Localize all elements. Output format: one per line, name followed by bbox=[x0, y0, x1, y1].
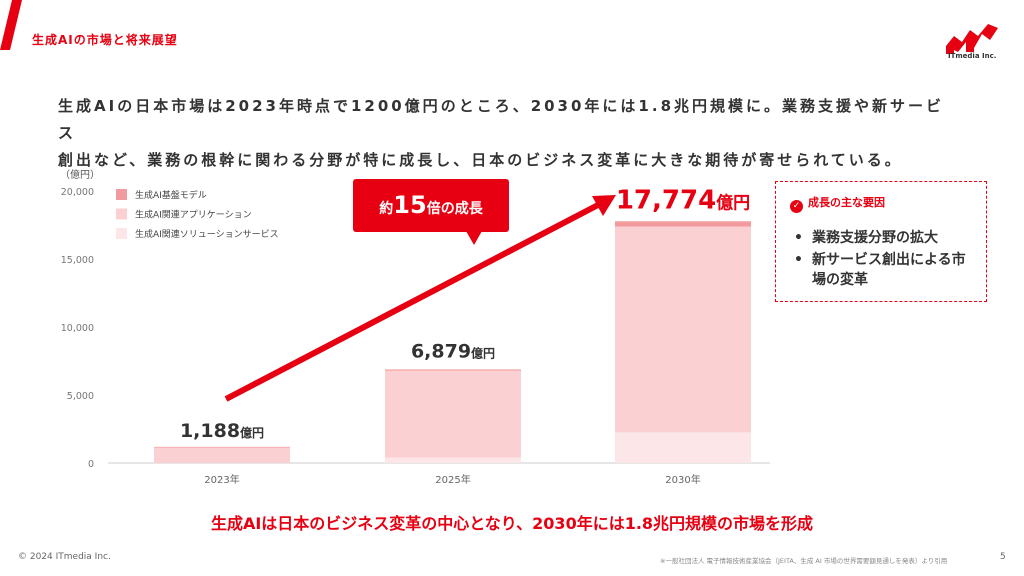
total-label-unit: 億円 bbox=[240, 425, 264, 440]
legend-swatch bbox=[116, 189, 127, 200]
total-label-number: 17,774 bbox=[616, 185, 716, 215]
itmedia-logo-icon bbox=[946, 24, 998, 54]
callout-suffix: 倍の成長 bbox=[426, 201, 483, 217]
total-label: 1,188億円 bbox=[180, 420, 264, 442]
x-tick-label: 2023年 bbox=[204, 473, 239, 486]
legend-swatch bbox=[116, 228, 127, 239]
accent-stripe bbox=[0, 0, 22, 50]
bar-segment bbox=[385, 457, 521, 463]
total-label: 6,879億円 bbox=[411, 340, 495, 362]
bullet-icon: • bbox=[794, 252, 803, 268]
headline-line-2: 創出など、業務の根幹に関わる分野が特に成長し、日本のビジネス変革に大きな期待が寄… bbox=[58, 151, 903, 169]
headline: 生成AIの日本市場は2023年時点で1200億円のところ、2030年には1.8兆… bbox=[58, 93, 958, 174]
x-tick-label: 2025年 bbox=[435, 473, 470, 486]
total-label-number: 1,188 bbox=[180, 420, 240, 442]
y-tick-label: 15,000 bbox=[61, 255, 94, 266]
growth-callout-text: 約15倍の成長 bbox=[353, 191, 509, 219]
total-label-unit: 億円 bbox=[716, 192, 750, 213]
headline-line-1: 生成AIの日本市場は2023年時点で1200億円のところ、2030年には1.8兆… bbox=[58, 97, 945, 142]
bar-segment bbox=[615, 221, 751, 227]
bar-segment bbox=[615, 226, 751, 433]
growth-factors-box: ✓ 成長の主な要因 • 業務支援分野の拡大 • 新サービス創出による市場の変革 bbox=[775, 181, 987, 302]
callout-tail bbox=[466, 231, 482, 245]
copyright: © 2024 ITmedia Inc. bbox=[18, 552, 111, 562]
total-label-unit: 億円 bbox=[471, 345, 495, 360]
callout-prefix: 約 bbox=[379, 201, 394, 217]
bar-segment bbox=[385, 370, 521, 458]
source-note: ※一般社団法人 電子情報技術産業協会（JEITA、生成 AI 市場の世界需要額見… bbox=[660, 557, 948, 565]
growth-factors-title: ✓ 成長の主な要因 bbox=[790, 194, 885, 213]
factor-item-text: 新サービス創出による市場の変革 bbox=[812, 252, 966, 288]
x-tick-label: 2030年 bbox=[665, 473, 700, 486]
legend-label: 生成AI基盤モデル bbox=[135, 189, 207, 201]
page-number: 5 bbox=[1000, 552, 1006, 562]
total-label-number: 6,879 bbox=[411, 340, 471, 362]
bar-segment bbox=[615, 432, 751, 463]
slide-title: 生成AIの市場と将来展望 bbox=[32, 33, 178, 47]
y-axis-label: （億円） bbox=[60, 168, 100, 181]
growth-factors-title-text: 成長の主な要因 bbox=[808, 196, 885, 209]
y-tick-label: 20,000 bbox=[61, 187, 94, 198]
logo-text: ITmedia Inc. bbox=[948, 52, 997, 60]
factor-item: • 新サービス創出による市場の変革 bbox=[794, 250, 979, 290]
growth-arrow-head-icon bbox=[592, 195, 616, 216]
growth-arrow-line bbox=[224, 202, 600, 402]
y-tick-label: 0 bbox=[88, 459, 94, 470]
callout-number: 15 bbox=[393, 191, 427, 219]
factor-item: • 業務支援分野の拡大 bbox=[794, 228, 979, 248]
conclusion-text: 生成AIは日本のビジネス変革の中心となり、2030年には1.8兆円規模の市場を形… bbox=[210, 514, 814, 533]
check-circle-icon: ✓ bbox=[790, 200, 803, 213]
bar-segment bbox=[154, 446, 290, 448]
total-label: 17,774億円 bbox=[616, 185, 750, 215]
factor-item-text: 業務支援分野の拡大 bbox=[812, 230, 938, 246]
legend-label: 生成AI関連アプリケーション bbox=[135, 209, 252, 221]
legend-label: 生成AI関連ソリューションサービス bbox=[135, 228, 279, 240]
legend-swatch bbox=[116, 208, 127, 220]
bar-segment bbox=[385, 369, 521, 371]
y-tick-label: 10,000 bbox=[61, 323, 94, 334]
bullet-icon: • bbox=[794, 230, 803, 246]
y-tick-label: 5,000 bbox=[67, 391, 94, 402]
growth-callout: 約15倍の成長 bbox=[353, 179, 509, 232]
bar-segment bbox=[154, 447, 290, 463]
